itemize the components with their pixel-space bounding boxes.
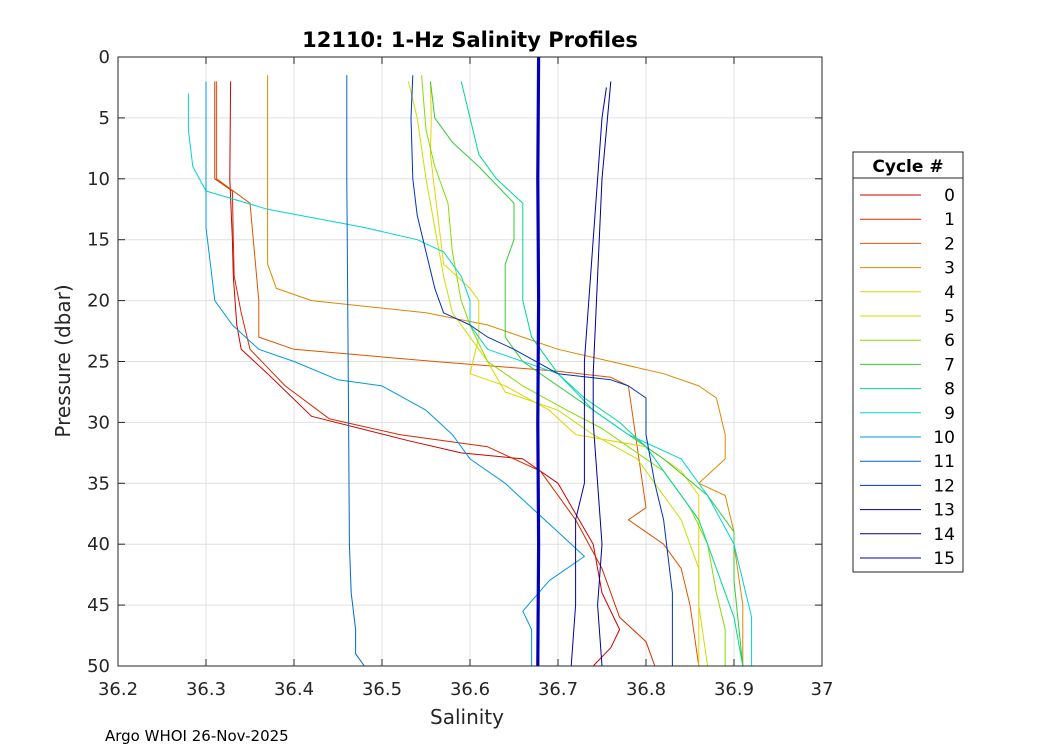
series-line-cycle-3 [267, 75, 744, 666]
legend-label-cycle-13: 13 [933, 501, 955, 521]
series-line-cycle-1 [214, 81, 656, 667]
x-tick-label: 36.8 [626, 679, 666, 700]
legend-label-cycle-1: 1 [944, 210, 955, 230]
legend-label-cycle-0: 0 [944, 186, 955, 206]
y-tick-label: 0 [99, 47, 110, 68]
series-lines [187, 56, 753, 667]
legend-label-cycle-15: 15 [933, 549, 955, 569]
x-tick-label: 36.7 [538, 679, 578, 700]
legend-label-cycle-8: 8 [944, 380, 955, 400]
legend-label-cycle-14: 14 [933, 525, 955, 545]
legend-label-cycle-5: 5 [944, 307, 955, 327]
x-tick-label: 37 [811, 679, 834, 700]
series-line-cycle-14 [592, 81, 612, 667]
y-tick-label: 20 [87, 291, 110, 312]
series-line-cycle-12 [410, 75, 673, 666]
x-tick-label: 36.3 [186, 679, 226, 700]
y-tick-label: 40 [87, 534, 110, 555]
legend-label-cycle-2: 2 [944, 234, 955, 254]
legend-box [852, 151, 964, 573]
series-line-cycle-11 [346, 75, 365, 667]
series-line-cycle-10 [205, 81, 585, 666]
x-tick-label: 36.2 [98, 679, 138, 700]
legend-label-cycle-11: 11 [933, 452, 955, 472]
y-tick-label: 45 [87, 595, 110, 616]
footer-credit: Argo WHOI 26-Nov-2025 [105, 727, 289, 745]
legend-label-cycle-10: 10 [933, 428, 955, 448]
y-tick-label: 30 [87, 412, 110, 433]
axis-ticks: 36.2 36.3 36.4 36.5 36.6 36.7 36.8 36.9 37 0 5 10 15… [87, 47, 833, 700]
x-tick-label: 36.6 [450, 679, 490, 700]
y-axis-label: Pressure (dbar) [51, 284, 75, 437]
y-tick-label: 15 [87, 230, 110, 251]
x-tick-label: 36.9 [714, 679, 754, 700]
series-line-cycle-9 [187, 93, 753, 666]
legend-label-cycle-3: 3 [944, 259, 955, 279]
x-tick-label: 36.4 [274, 679, 314, 700]
y-tick-label: 50 [87, 656, 110, 677]
series-line-cycle-6 [421, 75, 726, 666]
y-tick-label: 35 [87, 473, 110, 494]
x-axis-label: Salinity [430, 705, 504, 729]
legend-label-cycle-4: 4 [944, 283, 955, 303]
series-line-cycle-13 [570, 87, 607, 667]
legend-label-cycle-6: 6 [944, 331, 955, 351]
legend-label-cycle-7: 7 [944, 355, 955, 375]
legend-label-cycle-9: 9 [944, 404, 955, 424]
legend-label-cycle-12: 12 [933, 476, 955, 496]
x-tick-label: 36.5 [362, 679, 402, 700]
y-tick-label: 10 [87, 169, 110, 190]
series-line-cycle-0 [229, 81, 621, 667]
y-tick-label: 5 [99, 108, 110, 129]
y-tick-label: 25 [87, 352, 110, 373]
legend-title: Cycle # [872, 157, 943, 177]
series-line-cycle-15 [536, 56, 541, 667]
series-line-cycle-4 [429, 81, 700, 666]
chart-title: 12110: 1-Hz Salinity Profiles [302, 28, 638, 52]
series-line-cycle-5 [407, 81, 709, 667]
